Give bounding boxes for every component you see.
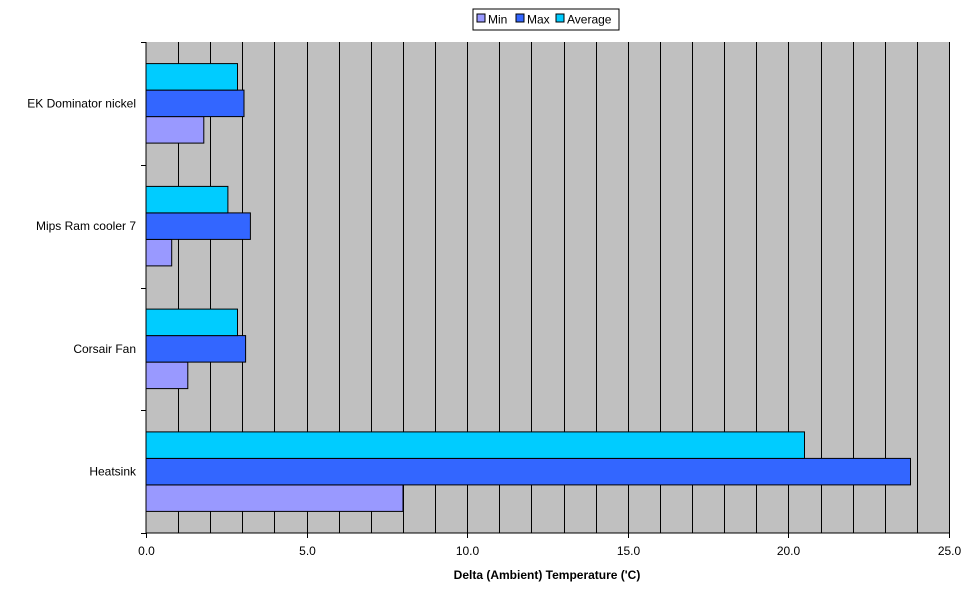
category-label: Corsair Fan bbox=[73, 342, 136, 356]
bar-average-3 bbox=[145, 431, 805, 459]
legend-swatch-min bbox=[476, 13, 486, 23]
legend-label-average: Average bbox=[567, 13, 612, 27]
x-tick-label: 5.0 bbox=[299, 544, 316, 558]
bar-max-1 bbox=[145, 212, 251, 240]
legend-swatch-max bbox=[515, 13, 525, 23]
x-axis-ticks: 0.0 5.0 10.0 15.0 20.0 25.0 bbox=[138, 533, 962, 558]
bar-max-2 bbox=[145, 335, 247, 363]
x-tick-label: 20.0 bbox=[777, 544, 801, 558]
legend: Min Max Average bbox=[472, 8, 620, 31]
category-labels: EK Dominator nickel Mips Ram cooler 7 Cors… bbox=[27, 96, 137, 478]
legend-label-max: Max bbox=[527, 13, 550, 27]
x-tick-label: 10.0 bbox=[456, 544, 480, 558]
x-tick-label: 0.0 bbox=[138, 544, 155, 558]
x-axis-title: Delta (Ambient) Temperature ('C) bbox=[454, 568, 641, 582]
bar-min-0 bbox=[145, 116, 205, 144]
legend-label-min: Min bbox=[488, 13, 507, 27]
x-tick-label: 25.0 bbox=[938, 544, 962, 558]
bar-min-2 bbox=[145, 361, 189, 390]
category-label: Mips Ram cooler 7 bbox=[36, 219, 136, 233]
bar-min-1 bbox=[145, 238, 173, 267]
bar-average-1 bbox=[145, 185, 229, 214]
bar-max-3 bbox=[145, 457, 911, 486]
x-tick-label: 15.0 bbox=[617, 544, 641, 558]
legend-swatch-average bbox=[555, 13, 565, 23]
bar-max-0 bbox=[145, 89, 245, 118]
category-label: EK Dominator nickel bbox=[27, 96, 136, 110]
bar-average-2 bbox=[145, 308, 238, 337]
legend-box bbox=[472, 8, 620, 31]
bar-average-0 bbox=[145, 63, 238, 91]
y-axis-ticks bbox=[141, 42, 146, 534]
bar-min-3 bbox=[145, 484, 404, 512]
category-label: Heatsink bbox=[89, 465, 137, 479]
